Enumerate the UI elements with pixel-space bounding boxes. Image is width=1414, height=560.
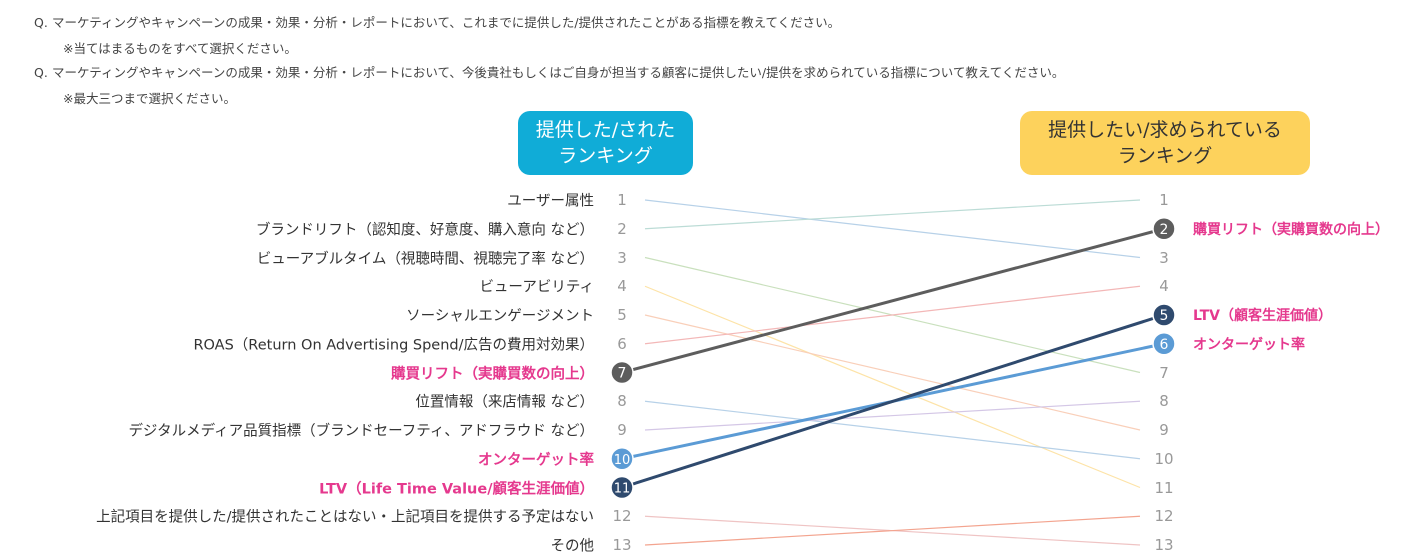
right-rank-number-2: 2 bbox=[1160, 222, 1169, 238]
rank-line-6 bbox=[644, 285, 1141, 345]
right-rank-circle-6 bbox=[1152, 332, 1176, 356]
item-label-4: ビューアビリティ bbox=[479, 279, 594, 296]
item-label-10: オンターゲット率 bbox=[478, 452, 594, 469]
right-rank-number-4: 4 bbox=[1159, 277, 1169, 296]
left-rank-number-9: 9 bbox=[617, 421, 627, 439]
rank-line-9 bbox=[644, 400, 1141, 431]
item-label-8: 位置情報（来店情報 など） bbox=[415, 394, 594, 411]
left-rank-number-12: 12 bbox=[612, 507, 632, 526]
question-1-text: マーケティングやキャンペーンの成果・効果・分析・レポートにおいて、これまでに提供… bbox=[52, 15, 841, 30]
item-label-7: 購買リフト（実購買数の向上） bbox=[391, 366, 594, 382]
right-highlight-label-11: LTV（顧客生涯価値） bbox=[1193, 308, 1332, 324]
item-label-3: ビューアブルタイム（視聴時間、視聴完了率 など） bbox=[256, 251, 594, 267]
question-1: Q. マーケティングやキャンペーンの成果・効果・分析・レポートにおいて、これまでに… bbox=[34, 12, 840, 31]
rank-line-7 bbox=[621, 227, 1165, 374]
right-rank-number-8: 8 bbox=[1159, 392, 1169, 411]
right-highlight-label-10: オンターゲット率 bbox=[1193, 336, 1305, 353]
right-rank-number-9: 9 bbox=[1159, 421, 1169, 439]
question-2-text: マーケティングやキャンペーンの成果・効果・分析・レポートにおいて、今後貴社もしく… bbox=[52, 65, 1065, 80]
right-ranking-header: 提供したい/求められている ランキング bbox=[1020, 111, 1310, 175]
rank-line-8 bbox=[644, 400, 1141, 460]
right-rank-number-12: 12 bbox=[1154, 507, 1174, 526]
left-rank-number-4: 4 bbox=[617, 277, 627, 296]
right-rank-circle-2 bbox=[1152, 217, 1176, 241]
right-rank-number-7: 7 bbox=[1159, 363, 1169, 382]
left-rank-number-11: 11 bbox=[614, 482, 631, 497]
right-rank-number-1: 1 bbox=[1159, 191, 1169, 209]
rank-line-2 bbox=[644, 199, 1141, 230]
item-label-13: その他 bbox=[550, 538, 595, 555]
left-ranking-header-text: 提供した/された ランキング bbox=[535, 119, 676, 167]
right-rank-number-13: 13 bbox=[1154, 536, 1174, 554]
left-rank-number-2: 2 bbox=[617, 219, 627, 238]
left-rank-number-13: 13 bbox=[612, 536, 632, 554]
item-label-11: LTV（Life Time Value/顧客生涯価値） bbox=[319, 481, 594, 497]
left-rank-circle-11 bbox=[610, 475, 634, 500]
left-rank-number-8: 8 bbox=[617, 392, 627, 411]
item-label-1: ユーザー属性 bbox=[507, 193, 594, 210]
left-rank-circle-7 bbox=[610, 360, 634, 385]
rank-line-11 bbox=[621, 313, 1165, 489]
left-ranking-header: 提供した/された ランキング bbox=[518, 111, 693, 175]
question-2: Q. マーケティングやキャンペーンの成果・効果・分析・レポートにおいて、今後貴社も… bbox=[34, 62, 1064, 81]
left-rank-circle-10 bbox=[610, 447, 634, 471]
item-label-2: ブランドリフト（認知度、好意度、購入意向 など） bbox=[255, 222, 594, 239]
left-rank-number-1: 1 bbox=[617, 191, 627, 209]
question-2-note: ※最大三つまで選択ください。 bbox=[63, 91, 236, 106]
question-1-note: ※当てはまるものをすべて選択ください。 bbox=[63, 41, 297, 56]
left-rank-number-10: 10 bbox=[614, 453, 631, 468]
rank-line-4 bbox=[644, 285, 1141, 489]
item-label-5: ソーシャルエンゲージメント bbox=[406, 308, 594, 325]
right-highlight-label-7: 購買リフト（実購買数の向上） bbox=[1193, 221, 1389, 238]
question-2-label: Q. bbox=[34, 65, 48, 80]
item-label-6: ROAS（Return On Advertising Spend/広告の費用対効… bbox=[193, 337, 594, 354]
question-1-label: Q. bbox=[34, 15, 48, 30]
rank-line-5 bbox=[644, 314, 1141, 431]
item-label-12: 上記項目を提供した/提供されたことはない・上記項目を提供する予定はない bbox=[96, 509, 594, 526]
item-label-9: デジタルメディア品質指標（ブランドセーフティ、アドフラウド など） bbox=[128, 423, 594, 440]
rank-line-1 bbox=[644, 199, 1141, 259]
right-rank-number-3: 3 bbox=[1159, 248, 1169, 267]
right-rank-number-10: 10 bbox=[1154, 449, 1174, 468]
left-rank-number-3: 3 bbox=[617, 248, 627, 267]
left-rank-number-5: 5 bbox=[617, 306, 627, 324]
right-rank-number-6: 6 bbox=[1160, 337, 1169, 353]
right-rank-circle-5 bbox=[1152, 303, 1176, 327]
rank-line-13 bbox=[644, 515, 1141, 546]
right-rank-number-11: 11 bbox=[1154, 478, 1174, 497]
right-ranking-header-text: 提供したい/求められている ランキング bbox=[1048, 119, 1282, 167]
left-rank-number-6: 6 bbox=[617, 334, 627, 353]
right-rank-number-5: 5 bbox=[1160, 308, 1169, 324]
left-rank-number-7: 7 bbox=[618, 366, 627, 382]
